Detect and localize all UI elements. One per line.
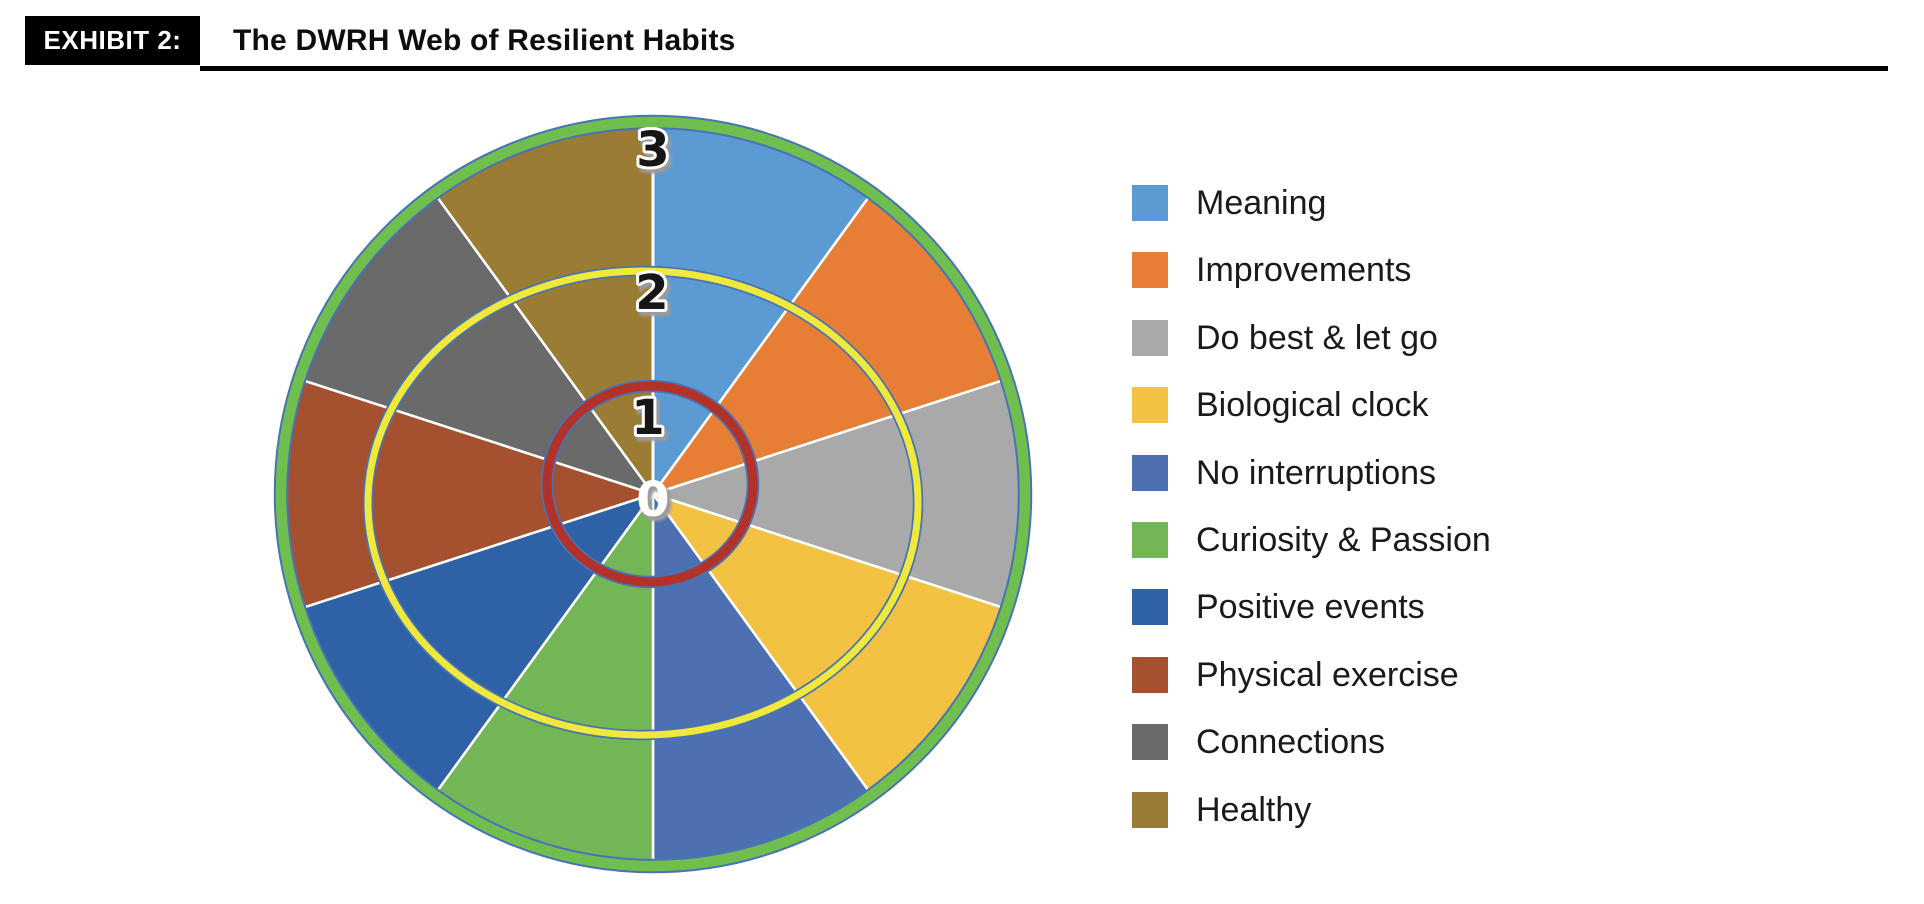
legend-swatch-biological-clock [1132, 387, 1168, 424]
legend-item-healthy: Healthy [1132, 790, 1491, 829]
legend-label: Curiosity & Passion [1196, 520, 1491, 559]
legend-swatch-meaning [1132, 185, 1168, 221]
legend-item-curiosity-and-passion: Curiosity & Passion [1132, 520, 1491, 559]
axis-tick-2: 2 [635, 265, 668, 321]
axis-tick-0-shadow: 0 [639, 476, 672, 532]
ring-2 [364, 267, 922, 739]
legend-item-improvements: Improvements [1132, 251, 1491, 290]
legend-label: Do best & let go [1196, 318, 1438, 357]
legend-label: No interruptions [1196, 453, 1437, 492]
legend-label: Improvements [1196, 251, 1412, 290]
legend-label: Connections [1196, 723, 1386, 762]
legend-swatch-do-best-and-let-go [1132, 319, 1168, 356]
axis-tick-0: 0 [636, 472, 669, 528]
legend-swatch-physical-exercise [1132, 656, 1168, 693]
axis-tick-1: 1 [631, 390, 664, 446]
legend-item-positive-events: Positive events [1132, 588, 1491, 627]
legend-label: Positive events [1196, 588, 1425, 627]
legend-label: Biological clock [1196, 386, 1429, 425]
header-rule [200, 66, 1888, 71]
legend-item-biological-clock: Biological clock [1132, 386, 1491, 425]
legend-item-meaning: Meaning [1132, 185, 1491, 221]
legend-item-no-interruptions: No interruptions [1132, 453, 1491, 492]
legend-swatch-improvements [1132, 252, 1168, 289]
legend-item-physical-exercise: Physical exercise [1132, 655, 1491, 694]
legend-swatch-healthy [1132, 791, 1168, 828]
page-title: The DWRH Web of Resilient Habits [233, 23, 736, 57]
legend-item-connections: Connections [1132, 723, 1491, 762]
legend-swatch-no-interruptions [1132, 454, 1168, 491]
axis-tick-2-shadow: 2 [638, 269, 671, 325]
legend-swatch-positive-events [1132, 589, 1168, 626]
axis-tick-3: 3 [636, 122, 669, 178]
axis-tick-3-shadow: 3 [639, 126, 672, 182]
legend-label: Healthy [1196, 790, 1312, 829]
legend-swatch-connections [1132, 724, 1168, 761]
chart-legend: Meaning Improvements Do best & let go Biolo… [1132, 185, 1491, 828]
legend-swatch-curiosity-and-passion [1132, 521, 1168, 558]
axis-tick-1-shadow: 1 [634, 394, 667, 450]
exhibit-badge: EXHIBIT 2: [25, 16, 200, 65]
ring-3 [275, 116, 1031, 872]
legend-label: Physical exercise [1196, 655, 1459, 694]
legend-item-do-best-and-let-go: Do best & let go [1132, 318, 1491, 357]
legend-label: Meaning [1196, 184, 1327, 222]
exhibit-label: EXHIBIT 2: [43, 25, 182, 55]
ring-1 [542, 381, 758, 587]
